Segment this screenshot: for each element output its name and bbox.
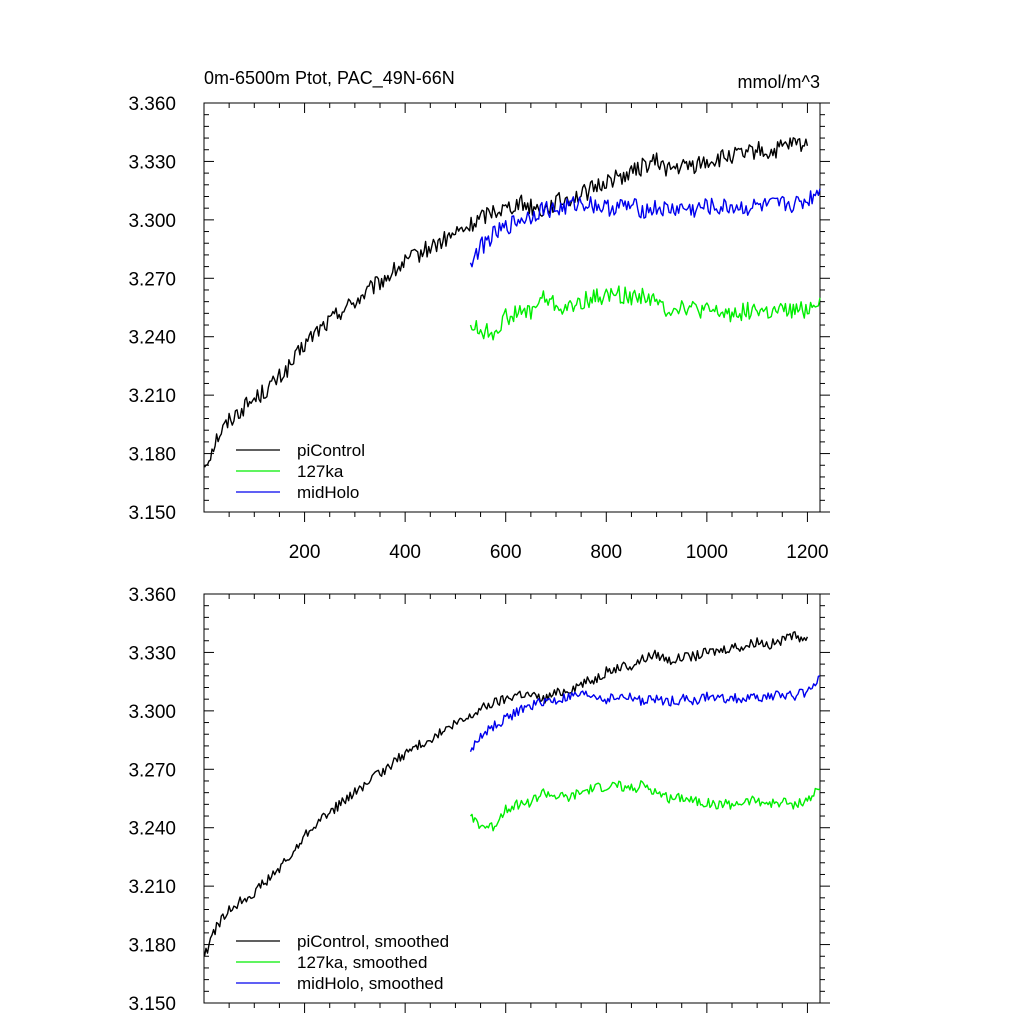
top-panel-x-axis: 200 400 600 800 1000 1200: [228, 103, 829, 563]
top-xtick-label: 1200: [786, 542, 828, 563]
top-panel-series: [203, 137, 821, 468]
bottom-panel-y-axis: 3.150 3.180 3.210 3.240 3.270 3.300 3.330 3.360: [128, 585, 830, 1015]
bottom-ytick-label: 3.210: [128, 877, 176, 898]
top-ytick-label: 3.210: [128, 386, 176, 407]
top-panel-frame: [203, 102, 821, 513]
top-panel-y-axis: 3.150 3.180 3.210 3.240 3.270 3.300 3.330 3.360: [128, 94, 830, 524]
legend-label-picontrol: piControl: [297, 441, 365, 460]
bottom-series-picontrol-smoothed: [203, 631, 809, 957]
top-panel-legend: piControl 127ka midHolo: [236, 441, 365, 502]
legend-label-midholo: midHolo: [297, 483, 359, 502]
top-ytick-label: 3.240: [128, 328, 176, 349]
top-ytick-label: 3.270: [128, 269, 176, 290]
bottom-panel-series: [203, 631, 821, 957]
top-ytick-label: 3.360: [128, 94, 176, 115]
top-panel-title: 0m-6500m Ptot, PAC_49N-66N: [204, 68, 455, 89]
top-panel-units: mmol/m^3: [738, 72, 820, 92]
top-ytick-label: 3.330: [128, 152, 176, 173]
bottom-series-127ka-smoothed: [469, 780, 821, 832]
top-xtick-label: 600: [490, 542, 522, 563]
bottom-series-midholo-smoothed: [469, 675, 821, 753]
bottom-ytick-label: 3.270: [128, 760, 176, 781]
legend-label-picontrol-smoothed: piControl, smoothed: [297, 932, 449, 951]
top-ytick-label: 3.180: [128, 445, 176, 466]
top-series-127ka: [469, 285, 821, 341]
top-xtick-label: 400: [389, 542, 421, 563]
bottom-ytick-label: 3.360: [128, 585, 176, 606]
bottom-ytick-label: 3.330: [128, 643, 176, 664]
bottom-panel-legend: piControl, smoothed 127ka, smoothed midH…: [236, 932, 449, 993]
top-series-midholo: [469, 188, 821, 268]
bottom-ytick-label: 3.150: [128, 994, 176, 1015]
top-xtick-label: 800: [590, 542, 622, 563]
top-ytick-label: 3.150: [128, 503, 176, 524]
bottom-ytick-label: 3.240: [128, 819, 176, 840]
top-panel: 0m-6500m Ptot, PAC_49N-66N mmol/m^3 3.15…: [128, 68, 830, 563]
legend-label-127ka-smoothed: 127ka, smoothed: [297, 953, 427, 972]
legend-label-127ka: 127ka: [297, 462, 344, 481]
top-xtick-label: 200: [289, 542, 321, 563]
top-xtick-label: 1000: [686, 542, 728, 563]
bottom-panel: 3.150 3.180 3.210 3.240 3.270 3.300 3.330 3.360…: [128, 585, 830, 1015]
bottom-ytick-label: 3.180: [128, 936, 176, 957]
bottom-panel-x-axis: [228, 594, 808, 1013]
legend-label-midholo-smoothed: midHolo, smoothed: [297, 974, 443, 993]
bottom-panel-frame: [203, 593, 821, 1004]
top-series-picontrol: [203, 137, 809, 468]
top-ytick-label: 3.300: [128, 211, 176, 232]
bottom-ytick-label: 3.300: [128, 702, 176, 723]
